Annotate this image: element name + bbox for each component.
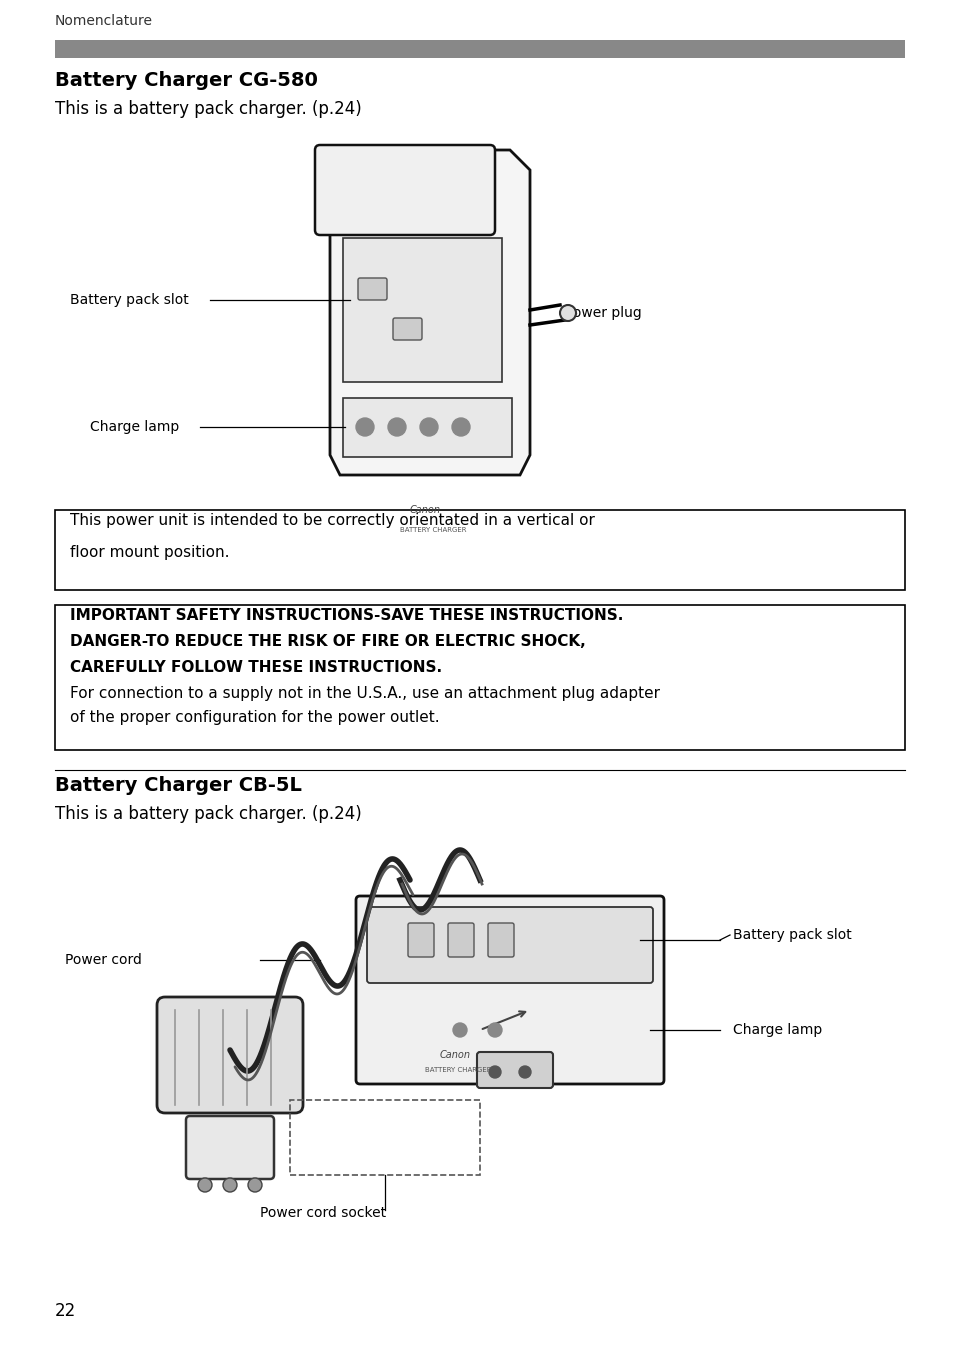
Text: Charge lamp: Charge lamp — [732, 1024, 821, 1037]
Text: For connection to a supply not in the U.S.A., use an attachment plug adapter: For connection to a supply not in the U.… — [70, 686, 659, 701]
Text: of the proper configuration for the power outlet.: of the proper configuration for the powe… — [70, 710, 439, 725]
FancyBboxPatch shape — [55, 605, 904, 751]
Circle shape — [198, 1178, 212, 1192]
FancyBboxPatch shape — [343, 238, 501, 382]
PathPatch shape — [330, 151, 530, 475]
Circle shape — [248, 1178, 262, 1192]
Circle shape — [559, 305, 576, 321]
Text: Nomenclature: Nomenclature — [55, 13, 152, 28]
Circle shape — [355, 418, 374, 436]
FancyBboxPatch shape — [55, 510, 904, 590]
Text: Charge lamp: Charge lamp — [90, 420, 179, 434]
Circle shape — [488, 1024, 501, 1037]
FancyBboxPatch shape — [186, 1116, 274, 1180]
Text: Canon: Canon — [439, 1050, 471, 1060]
FancyBboxPatch shape — [476, 1052, 553, 1088]
FancyBboxPatch shape — [393, 317, 421, 340]
Circle shape — [452, 418, 470, 436]
FancyBboxPatch shape — [488, 923, 514, 958]
FancyBboxPatch shape — [343, 398, 512, 457]
FancyBboxPatch shape — [448, 923, 474, 958]
Text: This power unit is intended to be correctly orientated in a vertical or: This power unit is intended to be correc… — [70, 512, 595, 529]
Text: BATTERY CHARGER: BATTERY CHARGER — [424, 1067, 491, 1073]
Circle shape — [518, 1067, 531, 1077]
Circle shape — [223, 1178, 236, 1192]
FancyBboxPatch shape — [357, 278, 387, 300]
Text: IMPORTANT SAFETY INSTRUCTIONS-SAVE THESE INSTRUCTIONS.: IMPORTANT SAFETY INSTRUCTIONS-SAVE THESE… — [70, 608, 622, 623]
Text: CAREFULLY FOLLOW THESE INSTRUCTIONS.: CAREFULLY FOLLOW THESE INSTRUCTIONS. — [70, 660, 441, 675]
Text: Power cord socket: Power cord socket — [260, 1206, 386, 1220]
FancyBboxPatch shape — [367, 907, 652, 983]
Bar — [290, 1100, 479, 1176]
Text: floor mount position.: floor mount position. — [70, 545, 230, 560]
Text: Battery pack slot: Battery pack slot — [732, 928, 851, 942]
Text: BATTERY CHARGER: BATTERY CHARGER — [399, 527, 466, 533]
Text: Power cord: Power cord — [65, 954, 142, 967]
Text: This is a battery pack charger. (p.24): This is a battery pack charger. (p.24) — [55, 806, 361, 823]
Text: Canon: Canon — [410, 504, 440, 515]
FancyBboxPatch shape — [314, 145, 495, 235]
Text: 22: 22 — [55, 1302, 76, 1319]
Circle shape — [489, 1067, 500, 1077]
Text: DANGER-TO REDUCE THE RISK OF FIRE OR ELECTRIC SHOCK,: DANGER-TO REDUCE THE RISK OF FIRE OR ELE… — [70, 633, 585, 650]
Circle shape — [453, 1024, 467, 1037]
Text: Power plug: Power plug — [564, 307, 641, 320]
Text: Battery pack slot: Battery pack slot — [70, 293, 189, 307]
Text: This is a battery pack charger. (p.24): This is a battery pack charger. (p.24) — [55, 100, 361, 118]
Text: Battery Charger CB-5L: Battery Charger CB-5L — [55, 776, 301, 795]
FancyBboxPatch shape — [355, 896, 663, 1084]
Circle shape — [388, 418, 406, 436]
Circle shape — [419, 418, 437, 436]
FancyBboxPatch shape — [408, 923, 434, 958]
Text: Battery Charger CG-580: Battery Charger CG-580 — [55, 71, 317, 90]
FancyBboxPatch shape — [157, 997, 303, 1114]
Bar — [55, 40, 904, 58]
